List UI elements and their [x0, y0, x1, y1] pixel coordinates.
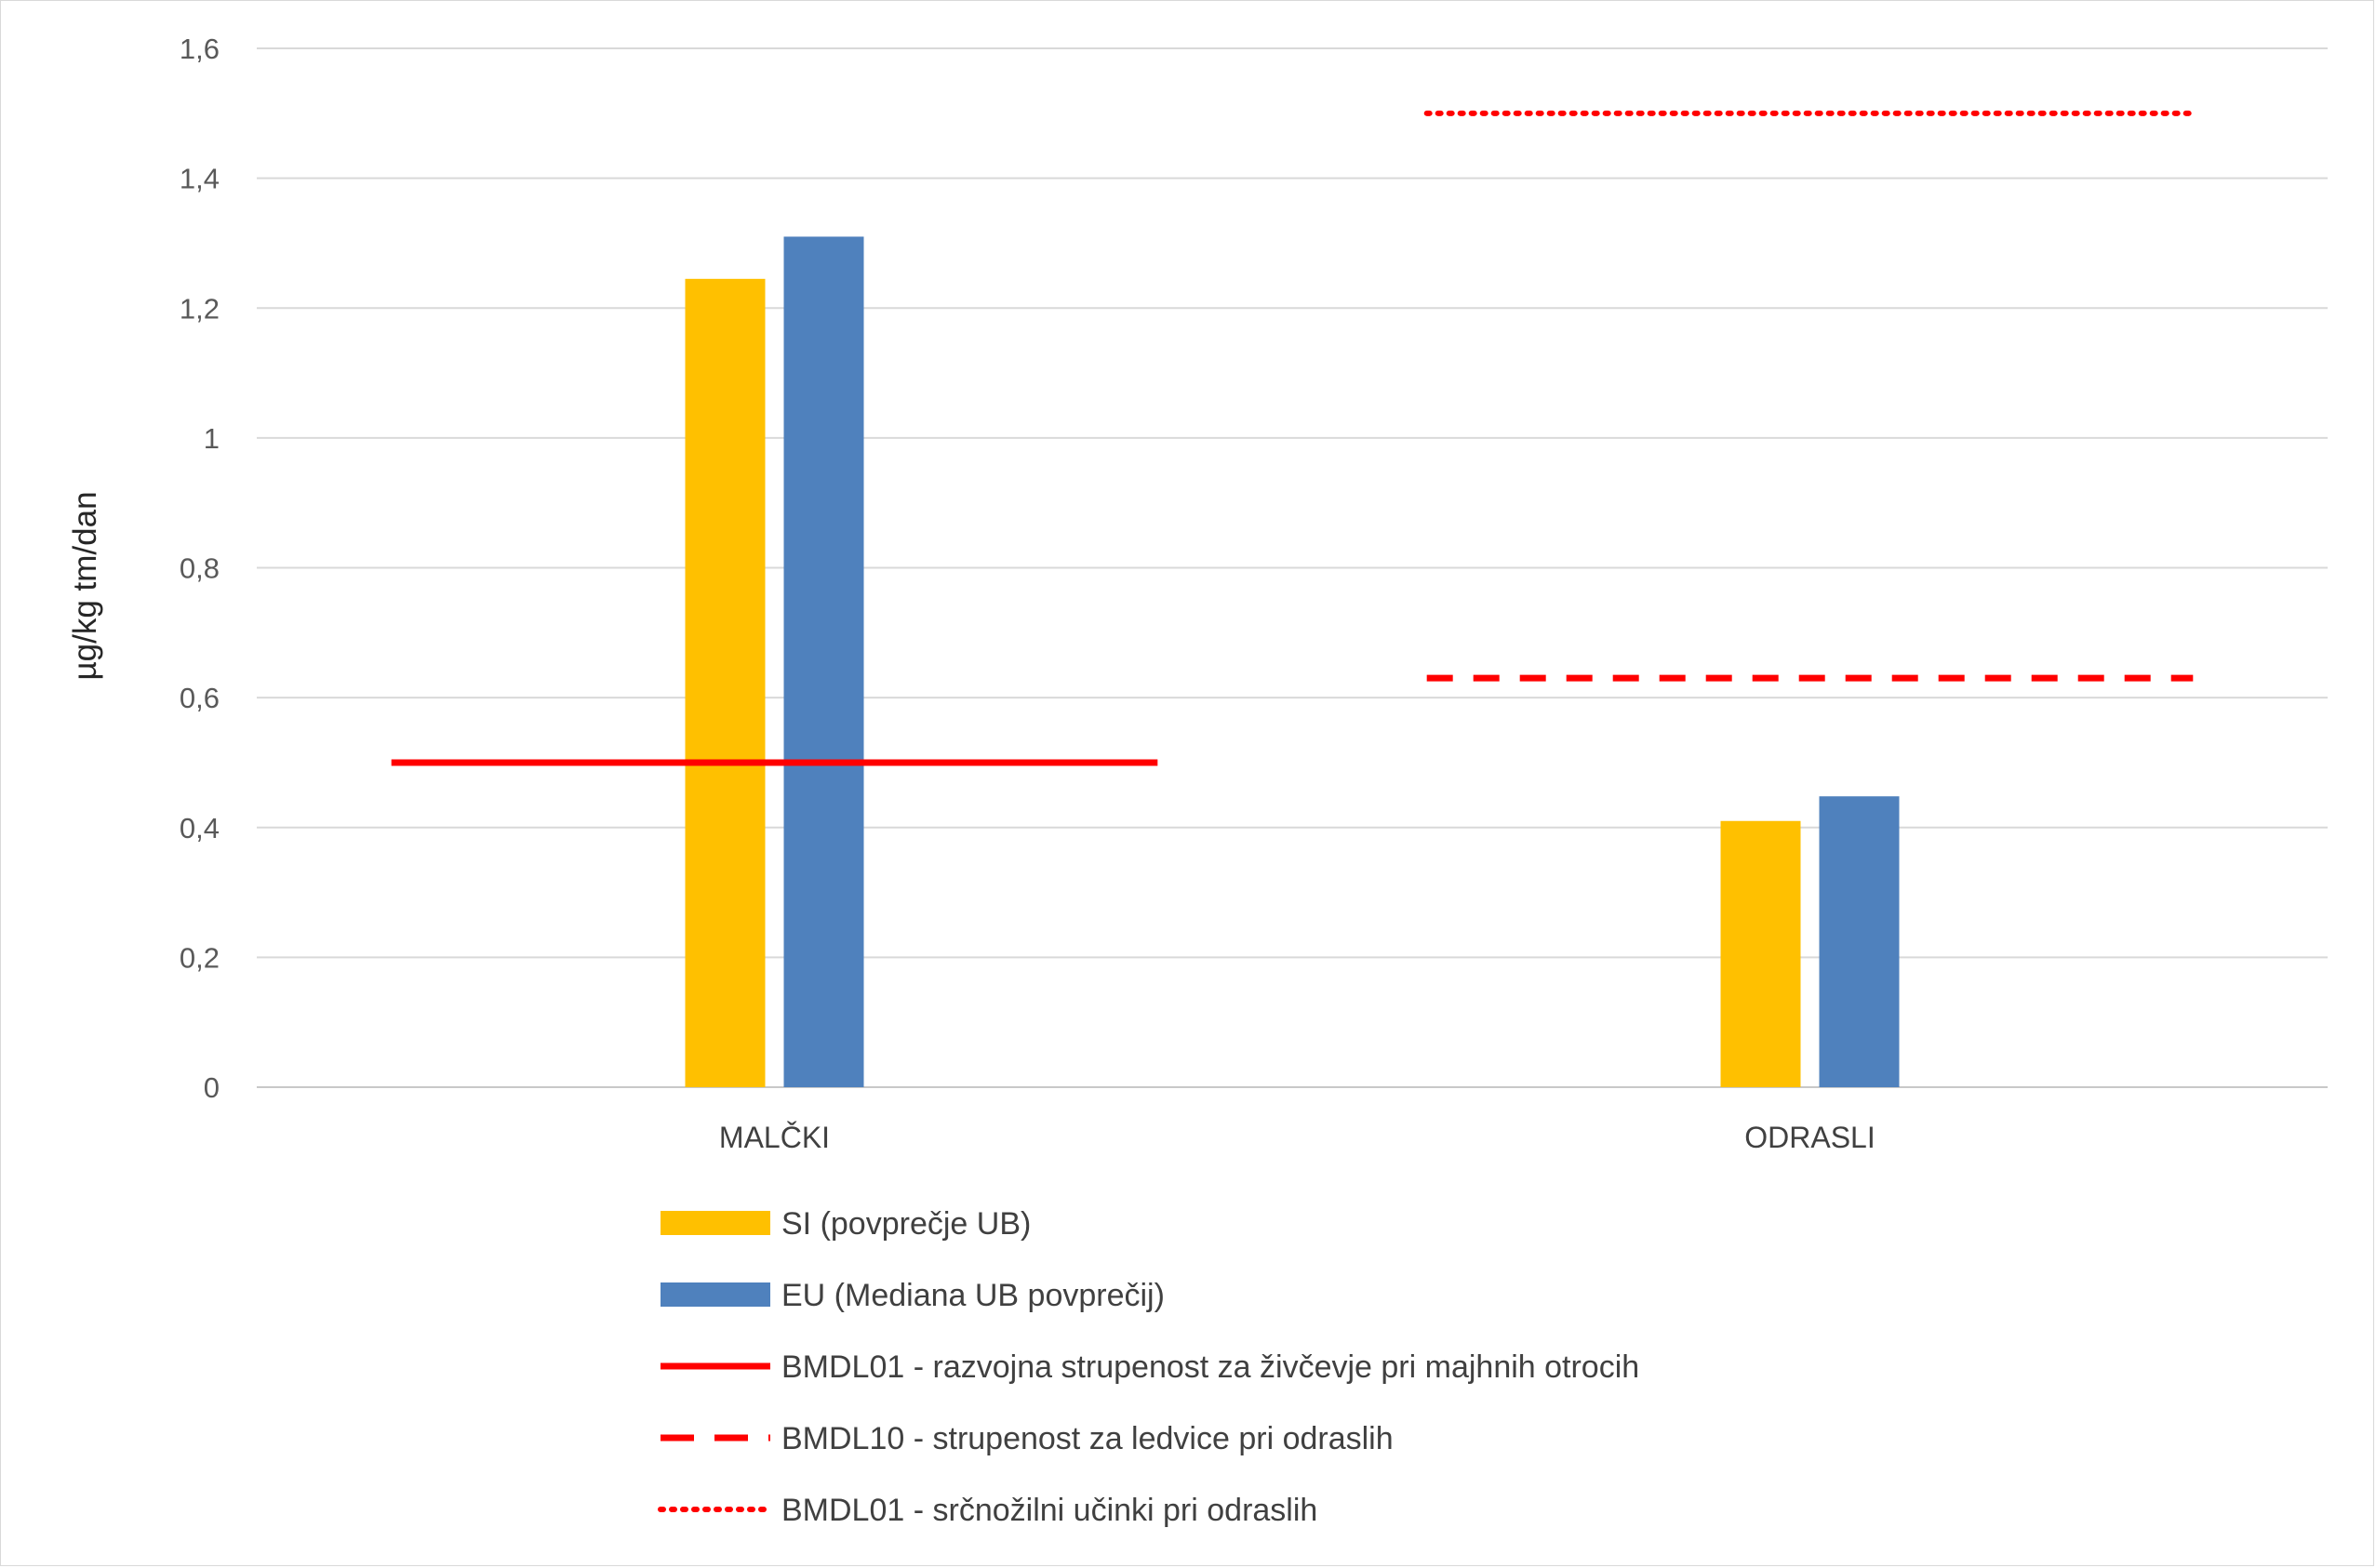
legend-label: BMDL01 - srčnožilni učinki pri odraslih — [781, 1493, 1317, 1528]
y-tick-label: 1 — [204, 422, 220, 455]
y-tick-label: 1,6 — [180, 33, 220, 65]
y-axis-tick-labels: 0 0,2 0,4 0,6 0,8 1 1,2 1,4 1,6 — [180, 33, 220, 1104]
y-tick-label: 0,8 — [180, 552, 220, 585]
y-tick-label: 0,4 — [180, 812, 220, 844]
y-tick-label: 0,6 — [180, 682, 220, 714]
legend-swatch — [661, 1282, 770, 1307]
y-tick-label: 0 — [204, 1071, 220, 1104]
legend-swatch — [661, 1211, 770, 1235]
x-category-label: ODRASLI — [1744, 1121, 1875, 1154]
bars — [685, 236, 1900, 1088]
x-category-label: MALČKI — [719, 1121, 830, 1154]
bar — [1819, 796, 1900, 1087]
gridlines — [257, 47, 2328, 1088]
reference-lines — [391, 110, 2196, 766]
y-tick-label: 1,4 — [180, 163, 220, 195]
legend-label: BMDL01 - razvojna strupenost za živčevje… — [781, 1349, 1639, 1385]
bar — [1720, 820, 1801, 1087]
y-tick-label: 0,2 — [180, 941, 220, 974]
y-tick-label: 1,2 — [180, 292, 220, 325]
legend-label: BMDL10 - strupenost za ledvice pri odras… — [781, 1421, 1394, 1456]
y-axis-label: µg/kg tm/dan — [67, 491, 103, 680]
legend-label: EU (Mediana UB povprečij) — [781, 1278, 1165, 1313]
legend-label: SI (povprečje UB) — [781, 1206, 1031, 1242]
bar — [783, 236, 864, 1088]
x-axis: MALČKI ODRASLI — [719, 1121, 1875, 1154]
bar — [685, 278, 766, 1088]
legend: SI (povprečje UB) EU (Mediana UB povpreči… — [658, 1206, 1639, 1528]
